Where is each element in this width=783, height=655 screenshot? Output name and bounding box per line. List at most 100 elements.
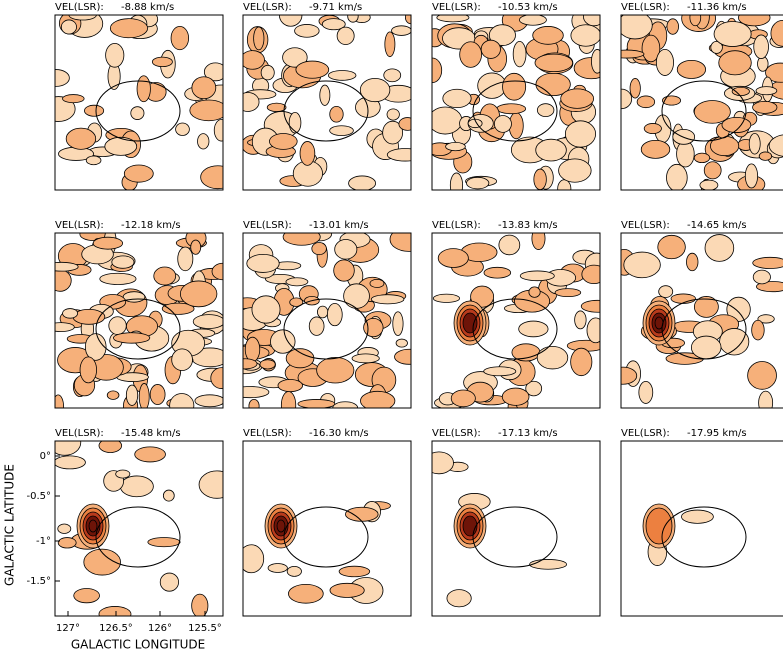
- emission-blob: [45, 262, 78, 271]
- emission-blob: [66, 128, 96, 149]
- emission-blob: [494, 115, 511, 132]
- emission-blob: [399, 118, 416, 131]
- panel-velocity: -13.83 km/s: [498, 220, 558, 231]
- emission-blob: [261, 65, 274, 80]
- emission-blob: [234, 359, 257, 369]
- emission-blob: [54, 456, 85, 469]
- clump: [463, 516, 477, 536]
- emission-blob: [171, 26, 189, 49]
- emission-blob: [637, 96, 655, 108]
- emission-blob: [390, 227, 427, 251]
- emission-blob: [330, 106, 343, 122]
- emission-blob: [309, 317, 324, 335]
- emission-blob: [720, 328, 749, 355]
- emission-blob: [555, 289, 581, 297]
- emission-blob: [345, 507, 378, 521]
- emission-blob: [753, 257, 783, 268]
- emission-blob: [58, 538, 76, 548]
- x-tick-label: 125.5°: [188, 623, 222, 634]
- emission-blob: [278, 380, 303, 392]
- panel-label: VEL(LSR):: [55, 428, 104, 439]
- emission-blob: [335, 240, 357, 260]
- emission-blob: [582, 265, 606, 284]
- emission-blob: [446, 142, 466, 150]
- emission-blob: [93, 237, 122, 249]
- y-tick-label: -0.5°: [26, 491, 51, 502]
- emission-blob: [106, 43, 124, 67]
- panel-velocity: -13.01 km/s: [309, 220, 369, 231]
- emission-blob: [535, 54, 573, 72]
- panel-label: VEL(LSR):: [243, 2, 292, 13]
- panel-velocity: -14.65 km/s: [687, 220, 747, 231]
- emission-blob: [714, 21, 751, 46]
- emission-blob: [249, 399, 259, 412]
- emission-blob: [352, 354, 379, 363]
- emission-blob: [312, 242, 327, 254]
- panel-label: VEL(LSR):: [243, 220, 292, 231]
- emission-blob: [681, 510, 713, 523]
- emission-blob: [503, 73, 526, 100]
- emission-blob: [190, 100, 228, 121]
- emission-blob: [148, 538, 180, 547]
- shell-ellipse: [284, 507, 368, 567]
- emission-blob: [47, 323, 74, 332]
- emission-blob: [286, 278, 308, 286]
- emission-blob: [759, 152, 772, 160]
- emission-blob: [176, 123, 190, 135]
- emission-blob: [571, 25, 601, 46]
- emission: [433, 227, 613, 419]
- emission-blob: [370, 279, 384, 287]
- emission-blob: [520, 271, 554, 281]
- panel-velocity: -8.88 km/s: [121, 2, 174, 13]
- emission-blob: [433, 294, 459, 302]
- emission-blob: [63, 95, 85, 103]
- clump: [277, 520, 285, 532]
- emission-blob: [529, 287, 540, 297]
- emission-blob: [393, 312, 403, 336]
- emission-blob: [298, 399, 335, 408]
- emission-blob: [330, 126, 354, 136]
- emission-blob: [694, 153, 709, 162]
- emission-blob: [686, 253, 698, 271]
- emission-blob: [644, 123, 661, 133]
- emission-blob: [752, 320, 765, 340]
- emission-blob: [317, 306, 328, 318]
- panel-velocity: -12.18 km/s: [121, 220, 181, 231]
- emission-blob: [583, 7, 605, 26]
- emission-blob: [163, 490, 174, 501]
- emission-blob: [387, 148, 423, 161]
- emission-blob: [152, 57, 172, 67]
- emission: [49, 430, 235, 622]
- emission-blob: [330, 583, 364, 597]
- emission-blob: [671, 294, 696, 303]
- emission-blob: [371, 295, 404, 304]
- emission-blob: [267, 103, 286, 111]
- emission-blob: [754, 35, 769, 59]
- emission-blob: [536, 139, 567, 161]
- emission: [643, 504, 746, 567]
- shell-ellipse: [473, 507, 557, 567]
- emission-blob: [137, 76, 150, 102]
- emission-blob: [519, 15, 546, 26]
- emission-blob: [58, 524, 71, 534]
- emission-blob: [581, 300, 614, 312]
- emission-blob: [193, 315, 224, 329]
- emission-blob: [281, 391, 295, 418]
- emission-blob: [609, 50, 645, 58]
- emission-blob: [252, 296, 280, 323]
- emission-blob: [49, 270, 71, 292]
- emission-blob: [705, 235, 734, 262]
- emission-blob: [270, 330, 295, 353]
- emission-blob: [394, 349, 423, 364]
- emission-blob: [587, 318, 604, 343]
- emission-blob: [198, 134, 209, 149]
- emission-blob: [131, 107, 144, 120]
- emission-blob: [199, 471, 235, 498]
- emission-blob: [231, 387, 269, 398]
- shell-ellipse: [96, 507, 180, 567]
- emission-blob: [192, 77, 216, 99]
- emission-blob: [178, 247, 193, 271]
- emission-blob: [639, 381, 653, 403]
- emission-blob: [609, 367, 637, 384]
- emission-blob: [116, 470, 130, 478]
